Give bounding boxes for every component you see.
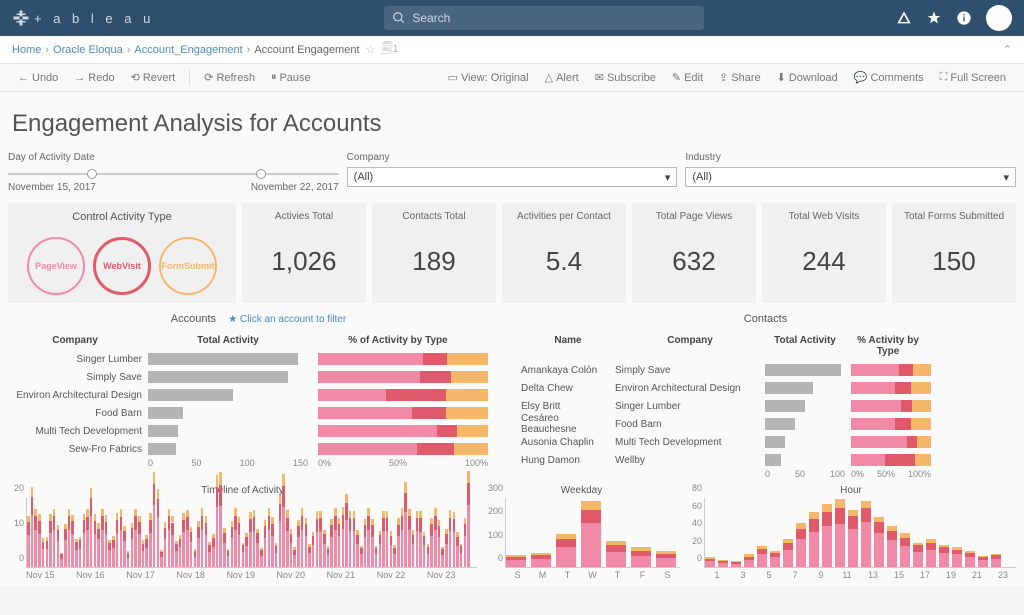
revert-button[interactable]: ⟲ Revert bbox=[125, 69, 182, 86]
share-button[interactable]: ⇪ Share bbox=[713, 69, 767, 86]
search-input[interactable] bbox=[412, 11, 696, 25]
accounts-panel: Accounts ★ Click an account to filter Co… bbox=[8, 309, 509, 479]
edit-button[interactable]: ✎ Edit bbox=[666, 69, 709, 86]
view-button[interactable]: ▭ View: Original bbox=[442, 69, 535, 86]
activity-circle-formsubmit[interactable]: FormSubmit bbox=[159, 237, 217, 295]
company-dropdown[interactable]: (All)▾ bbox=[347, 167, 678, 187]
table-row[interactable]: Delta Chew Environ Architectural Design bbox=[515, 379, 1016, 397]
download-button[interactable]: ⬇ Download bbox=[771, 69, 844, 86]
alert-icon[interactable] bbox=[896, 10, 912, 26]
redo-button[interactable]: → Redo bbox=[68, 70, 120, 86]
industry-dropdown[interactable]: (All)▾ bbox=[685, 167, 1016, 187]
kpi-card: Contacts Total189 bbox=[372, 203, 496, 303]
kpi-card: Total Web Visits244 bbox=[762, 203, 886, 303]
table-row[interactable]: Amankaya Colón Simply Save bbox=[515, 361, 1016, 379]
topbar: + a b l e a u bbox=[0, 0, 1024, 36]
kpi-card: Activities per Contact5.4 bbox=[502, 203, 626, 303]
activity-circle-webvisit[interactable]: WebVisit bbox=[93, 237, 151, 295]
toolbar: ← Undo → Redo ⟲ Revert ⟳ Refresh ⏸ Pause… bbox=[0, 64, 1024, 92]
views-icon[interactable]: 🗐1 bbox=[381, 40, 398, 59]
hour-chart: Hour 020406080 1357911131517192123 bbox=[686, 483, 1016, 580]
info-icon[interactable] bbox=[956, 10, 972, 26]
star-icon[interactable] bbox=[926, 10, 942, 26]
kpi-card: Total Forms Submitted150 bbox=[892, 203, 1016, 303]
activity-type-control: Control Activity Type PageViewWebVisitFo… bbox=[8, 203, 236, 303]
breadcrumb-2[interactable]: Account_Engagement bbox=[134, 44, 242, 56]
kpi-card: Activies Total1,026 bbox=[242, 203, 366, 303]
refresh-button[interactable]: ⟳ Refresh bbox=[198, 69, 261, 86]
contacts-panel: Contacts Name Company Total Activity % A… bbox=[515, 309, 1016, 479]
chevron-up-icon[interactable]: ⌃ bbox=[1003, 43, 1012, 56]
breadcrumb-home[interactable]: Home bbox=[12, 44, 41, 56]
search-box[interactable] bbox=[384, 6, 704, 30]
table-row[interactable]: Sew-Fro Fabrics bbox=[8, 440, 509, 458]
favorite-icon[interactable]: ☆ bbox=[366, 43, 376, 56]
table-row[interactable]: Cesáreo Beauchesne Food Barn bbox=[515, 415, 1016, 433]
industry-filter-label: Industry bbox=[685, 152, 1016, 163]
kpi-card: Total Page Views632 bbox=[632, 203, 756, 303]
avatar[interactable] bbox=[986, 5, 1012, 31]
undo-button[interactable]: ← Undo bbox=[12, 70, 64, 86]
date-slider[interactable] bbox=[8, 167, 339, 181]
subscribe-button[interactable]: ✉ Subscribe bbox=[589, 69, 662, 86]
fullscreen-button[interactable]: ⛶ Full Screen bbox=[934, 69, 1012, 86]
page-title: Engagement Analysis for Accounts bbox=[0, 92, 1024, 152]
breadcrumb-current: Account Engagement bbox=[254, 44, 359, 56]
timeline-chart: Timeline of Activity 01020 Nov 15Nov 16N… bbox=[8, 483, 477, 580]
table-row[interactable]: Simply Save bbox=[8, 368, 509, 386]
comments-button[interactable]: 💬 Comments bbox=[848, 69, 930, 86]
breadcrumb: Home› Oracle Eloqua› Account_Engagement›… bbox=[0, 36, 1024, 64]
table-row[interactable]: Food Barn bbox=[8, 404, 509, 422]
alert-button[interactable]: △ Alert bbox=[539, 69, 585, 86]
date-filter-label: Day of Activity Date bbox=[8, 152, 339, 163]
pause-button[interactable]: ⏸ Pause bbox=[265, 69, 317, 86]
search-icon bbox=[392, 11, 406, 25]
table-row[interactable]: Singer Lumber bbox=[8, 350, 509, 368]
table-row[interactable]: Environ Architectural Design bbox=[8, 386, 509, 404]
weekday-chart: Weekday 0100200300 SMTWTFS bbox=[483, 483, 680, 580]
table-row[interactable]: Hung Damon Wellby bbox=[515, 451, 1016, 469]
breadcrumb-1[interactable]: Oracle Eloqua bbox=[53, 44, 123, 56]
table-row[interactable]: Multi Tech Development bbox=[8, 422, 509, 440]
kpi-row: Control Activity Type PageViewWebVisitFo… bbox=[0, 203, 1024, 303]
tableau-logo[interactable]: + a b l e a u bbox=[12, 9, 154, 27]
company-filter-label: Company bbox=[347, 152, 678, 163]
table-row[interactable]: Ausonia Chaplin Multi Tech Development bbox=[515, 433, 1016, 451]
filters: Day of Activity Date November 15, 2017 N… bbox=[0, 152, 1024, 203]
activity-circle-pageview[interactable]: PageView bbox=[27, 237, 85, 295]
